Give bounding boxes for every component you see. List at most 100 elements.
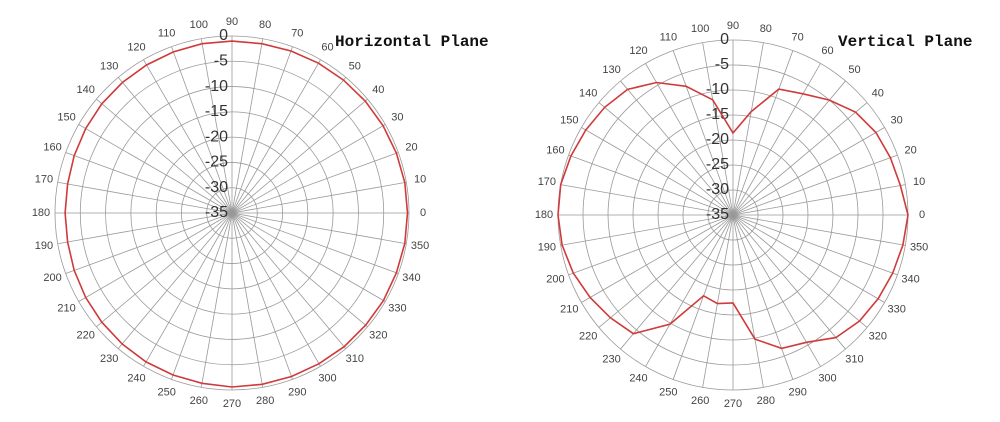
grid-spoke [200, 212, 233, 388]
angle-label: 310 [346, 353, 364, 365]
r-tick-label: -10 [706, 81, 729, 98]
grid-spoke [171, 46, 233, 214]
grid-spoke [231, 212, 293, 380]
angle-label: 50 [848, 64, 860, 76]
grid-spoke [732, 214, 821, 367]
grid-spoke [231, 212, 264, 388]
grid-spoke [560, 184, 734, 216]
grid-spoke [57, 212, 233, 245]
grid-spoke [732, 214, 906, 246]
angle-label: 140 [579, 87, 597, 99]
grid-spoke [200, 38, 233, 214]
grid-spoke [560, 214, 734, 246]
polar-chart: 0 10 20 30 40 50 60 70 80 90 100 110 120 130 140 150 160… [535, 20, 973, 410]
angle-label: 270 [724, 398, 742, 410]
grid-spoke [732, 80, 846, 216]
angle-label: 180 [535, 209, 553, 221]
grid-spoke [581, 214, 734, 303]
grid-spoke [231, 212, 347, 349]
angle-label: 50 [349, 61, 361, 73]
angle-label: 30 [891, 114, 903, 126]
angle-label: 160 [43, 142, 61, 154]
angle-label: 150 [57, 111, 75, 123]
r-tick-label: -5 [715, 56, 729, 73]
r-tick-label: -35 [205, 204, 228, 221]
grid-spoke [581, 127, 734, 216]
grid-spoke [231, 152, 399, 214]
grid-spoke [231, 212, 368, 328]
grid-spoke [143, 212, 233, 367]
grid-spoke [732, 214, 898, 276]
grid-spoke [143, 59, 233, 214]
angle-label: 40 [872, 87, 884, 99]
grid-spoke [732, 42, 764, 216]
angle-label: 250 [659, 387, 677, 399]
angle-label: 190 [538, 242, 556, 254]
angle-label: 280 [757, 395, 775, 407]
angle-label: 110 [158, 27, 176, 39]
angle-label: 0 [919, 209, 925, 221]
polar-chart: 0 10 20 30 40 50 60 70 80 90 100 110 120 130 140 150 160… [32, 16, 489, 410]
grid-spoke [568, 154, 734, 216]
angle-label: 20 [904, 144, 916, 156]
angle-label: 210 [57, 302, 75, 314]
grid-spoke [702, 42, 734, 216]
grid-spoke [231, 98, 368, 214]
angle-label: 60 [821, 45, 833, 57]
angle-label: 260 [691, 395, 709, 407]
grid-spoke [57, 181, 233, 214]
grid-spoke [732, 63, 821, 216]
grid-spoke [171, 212, 233, 380]
grid-spoke [117, 77, 233, 214]
r-tick-label: -30 [706, 181, 729, 198]
grid-spoke [732, 214, 764, 388]
chart-title: Horizontal Plane [335, 33, 489, 51]
angle-label: 160 [546, 144, 564, 156]
r-tick-label: -25 [706, 156, 729, 173]
angle-label: 40 [372, 84, 384, 96]
grid-spoke [598, 214, 734, 328]
angle-label: 120 [629, 45, 647, 57]
angle-label: 340 [901, 274, 919, 286]
angle-label: 10 [414, 174, 426, 186]
angle-label: 80 [760, 23, 772, 35]
angle-label: 300 [318, 372, 336, 384]
angle-label: 310 [845, 354, 863, 366]
grid-spoke [231, 59, 321, 214]
grid-spoke [231, 124, 386, 214]
grid-spoke [231, 212, 386, 302]
angle-label: 30 [391, 111, 403, 123]
grid-spoke [78, 212, 233, 302]
angle-label: 220 [579, 330, 597, 342]
r-tick-label: -35 [706, 206, 729, 223]
r-tick-label: -25 [205, 154, 228, 171]
grid-spoke [620, 214, 734, 350]
angle-label: 120 [127, 41, 145, 53]
grid-spoke [732, 214, 846, 350]
grid-spoke [231, 212, 407, 245]
angle-label: 230 [602, 354, 620, 366]
grid-spoke [231, 181, 407, 214]
angle-label: 70 [291, 27, 303, 39]
pattern-line [64, 40, 409, 388]
angle-label: 170 [538, 176, 556, 188]
angle-label: 240 [629, 373, 647, 385]
angle-label: 140 [77, 84, 95, 96]
angle-label: 80 [259, 19, 271, 31]
grid-spoke [231, 77, 347, 214]
grid-spoke [620, 80, 734, 216]
angle-label: 90 [727, 20, 739, 32]
angle-label: 320 [869, 330, 887, 342]
grid-spoke [732, 127, 885, 216]
angle-label: 0 [420, 207, 426, 219]
angle-label: 330 [887, 303, 905, 315]
angle-label: 130 [100, 61, 118, 73]
grid-spoke [96, 212, 233, 328]
angle-label: 150 [560, 114, 578, 126]
r-tick-label: -30 [205, 179, 228, 196]
grid-spoke [732, 214, 885, 303]
grid-spoke [732, 102, 868, 216]
angle-label: 240 [127, 372, 145, 384]
r-tick-label: 0 [720, 31, 729, 48]
grid-spoke [732, 50, 794, 216]
